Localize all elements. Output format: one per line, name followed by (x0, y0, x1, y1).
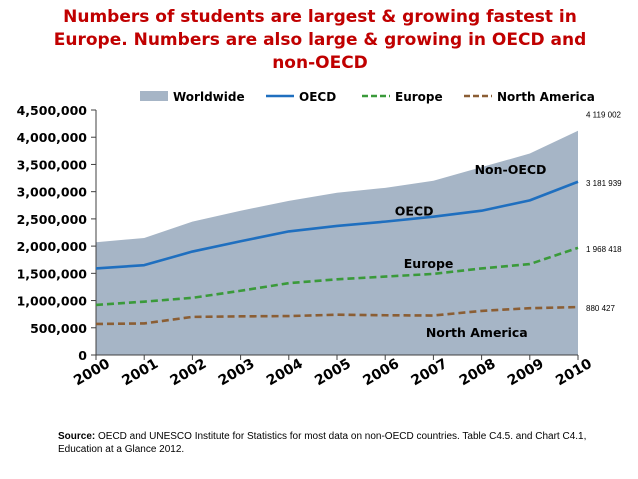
legend-swatch-worldwide (140, 91, 168, 101)
y-tick-label: 4,000,000 (17, 130, 88, 145)
legend-label-oecd: OECD (299, 90, 336, 104)
north-america-line (95, 305, 579, 326)
title-line-1: Numbers of students are largest & growin… (63, 7, 577, 27)
legend-label-europe: Europe (395, 90, 443, 104)
worldwide-end-value: 4 119 002 (586, 111, 622, 120)
source-note: Source: OECD and UNESCO Institute for St… (58, 430, 618, 456)
title-line-3: non-OECD (272, 53, 368, 73)
x-tick-label: 2002 (168, 356, 210, 389)
x-tick-label: 2005 (312, 356, 354, 389)
x-tick-label: 2004 (264, 356, 306, 389)
y-tick-label: 500,000 (30, 321, 87, 336)
oecd-series-label: OECD (395, 204, 434, 219)
chart-title: Numbers of students are largest & growin… (40, 6, 600, 75)
y-tick-label: 0 (78, 348, 87, 363)
y-tick-label: 3,500,000 (17, 157, 88, 172)
source-label: Source: (58, 431, 96, 442)
x-tick-label: 2009 (505, 356, 547, 389)
oecd-end-value: 3 181 939 (586, 179, 622, 188)
worldwide-area (96, 130, 578, 355)
chart-svg: 0 500,000 1,000,000 1,500,000 2,000,000 2,500… (17, 90, 623, 389)
north-america-end-value: 880 427 (586, 304, 615, 313)
europe-line (95, 246, 579, 307)
europe-end-value: 1 968 418 (586, 245, 622, 254)
oecd-line (95, 180, 579, 270)
x-tick-label: 2006 (360, 356, 402, 389)
y-tick-label: 3,000,000 (17, 185, 88, 200)
x-tick-label: 2010 (553, 356, 595, 389)
y-tick-label: 2,500,000 (17, 212, 88, 227)
source-text: OECD and UNESCO Institute for Statistics… (58, 431, 587, 455)
title-line-2: Europe. Numbers are also large & growing… (53, 30, 587, 50)
europe-series-label: Europe (404, 256, 454, 271)
y-tick-label: 4,500,000 (17, 103, 88, 118)
legend-label-worldwide: Worldwide (173, 90, 245, 104)
y-tick-label: 1,500,000 (17, 266, 88, 281)
non-oecd-series-label: Non-OECD (475, 162, 547, 177)
x-tick-label: 2003 (216, 356, 258, 389)
y-tick-label: 2,000,000 (17, 239, 88, 254)
north-america-series-label: North America (426, 325, 528, 340)
x-tick-label: 2001 (119, 356, 161, 389)
legend-label-north-america: North America (497, 90, 595, 104)
x-tick-label: 2007 (409, 356, 451, 389)
x-tick-label: 2008 (457, 356, 499, 389)
y-tick-label: 1,000,000 (17, 294, 88, 309)
